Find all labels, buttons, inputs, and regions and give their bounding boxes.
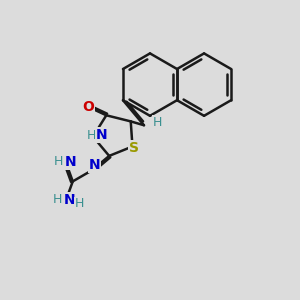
Text: H: H (52, 193, 62, 206)
Text: H: H (54, 155, 63, 168)
Text: N: N (96, 128, 108, 142)
Text: O: O (82, 100, 94, 114)
Text: H: H (153, 116, 162, 129)
Text: S: S (129, 141, 139, 155)
Text: H: H (75, 197, 84, 211)
Text: N: N (63, 193, 75, 207)
Text: N: N (88, 158, 100, 172)
Text: H: H (87, 129, 96, 142)
Text: N: N (65, 155, 76, 169)
